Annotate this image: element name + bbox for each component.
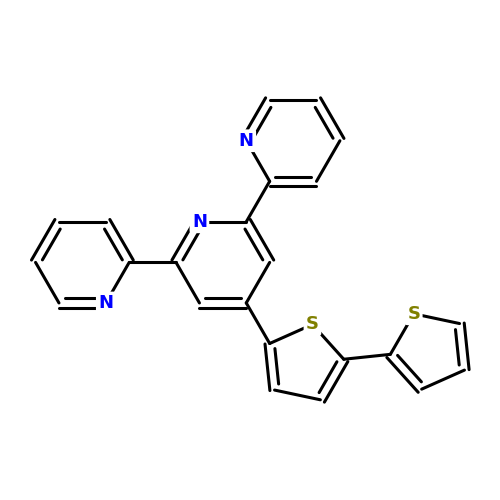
Text: S: S xyxy=(408,305,420,323)
Text: N: N xyxy=(98,294,114,312)
Text: S: S xyxy=(306,316,319,334)
Text: N: N xyxy=(192,213,207,231)
Text: N: N xyxy=(239,132,254,150)
